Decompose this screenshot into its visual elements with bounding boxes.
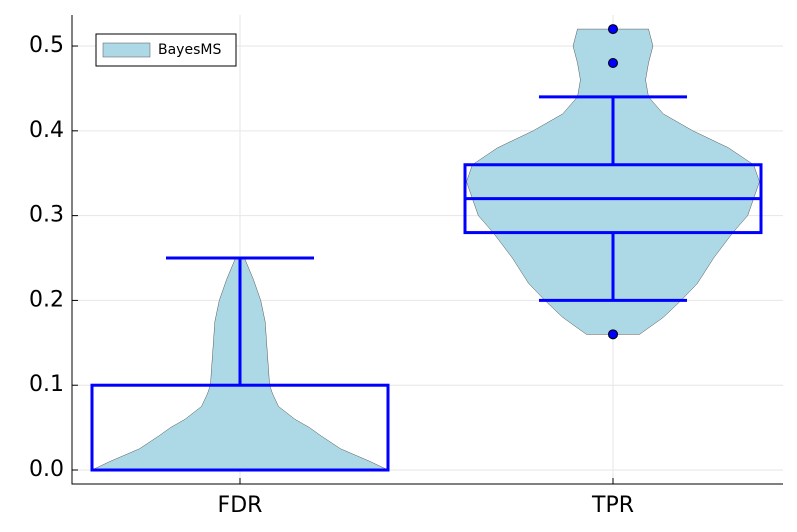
x-tick-label: TPR (591, 493, 634, 518)
legend-label: BayesMS (158, 42, 221, 58)
y-tick-label: 0.0 (29, 457, 64, 482)
axis-frame (71, 15, 783, 485)
legend-swatch (102, 42, 151, 58)
y-tick-label: 0.3 (29, 203, 64, 228)
y-tick-label: 0.1 (29, 372, 64, 397)
y-tick-label: 0.5 (29, 33, 64, 58)
outlier (608, 329, 618, 340)
y-tick-label: 0.4 (29, 118, 64, 143)
y-tick-label: 0.2 (29, 287, 64, 312)
x-tick-label: FDR (218, 493, 263, 518)
outlier (608, 24, 618, 35)
outlier (608, 57, 618, 68)
